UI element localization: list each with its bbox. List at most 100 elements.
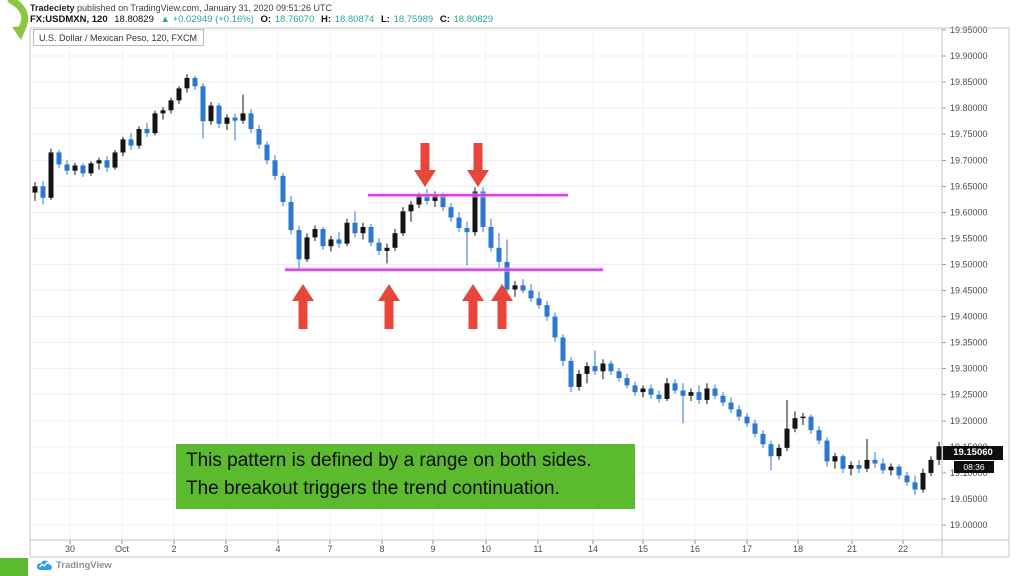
candle-body [64, 164, 70, 171]
candle-body [296, 230, 302, 260]
candle-body [536, 298, 542, 306]
price-axis-label: 19.00000 [950, 520, 988, 530]
candle-body [328, 239, 334, 247]
candle-body [880, 463, 886, 471]
candle-body [256, 129, 262, 145]
candle-body [152, 113, 158, 134]
candle-body [144, 129, 150, 134]
symbol-label: FX:USDMXN, 120 [30, 13, 108, 25]
candle-body [440, 194, 446, 208]
time-axis-label: 14 [588, 544, 598, 554]
candle-body [688, 392, 694, 396]
down-arrow-icon [467, 143, 489, 187]
close-label: C: [439, 13, 450, 25]
time-axis-label: 4 [275, 544, 280, 554]
chart-border [29, 27, 1010, 558]
candle-body [680, 390, 686, 396]
candle-body [312, 229, 318, 238]
candle-body [616, 371, 622, 379]
time-axis-label: 8 [379, 544, 384, 554]
high-value: 18.80874 [334, 13, 375, 25]
candle-body [304, 237, 310, 260]
up-arrow-icon [462, 284, 484, 329]
tradingview-cloud-icon [36, 560, 52, 571]
candle-body [648, 388, 654, 395]
candle-body [904, 475, 910, 483]
candle-body [920, 472, 926, 490]
candle-body [568, 360, 574, 387]
publish-info: Tradeciety published on TradingView.com,… [30, 3, 332, 13]
candle-body [712, 388, 718, 396]
candle-body [352, 222, 358, 234]
candle-body [592, 366, 598, 372]
candle-body [200, 86, 206, 122]
candle-body [408, 204, 414, 212]
candle-body [792, 418, 798, 429]
candle-body [664, 383, 670, 399]
time-axis-label: 30 [65, 544, 75, 554]
candle-body [72, 165, 78, 171]
candle-body [176, 88, 182, 101]
price-axis-label: 19.50000 [950, 259, 988, 269]
low-label: L: [380, 13, 390, 25]
candle-body [288, 201, 294, 231]
candle-body [528, 290, 534, 299]
candle-body [752, 423, 758, 434]
candle-body [56, 152, 62, 165]
up-arrow-icon [491, 284, 513, 329]
annotation-line-2: The breakout triggers the trend continua… [186, 478, 560, 499]
candle-body [224, 117, 230, 124]
time-axis-label: 9 [430, 544, 435, 554]
candle-body [208, 105, 214, 122]
candle-body [832, 456, 838, 462]
candle-body [848, 465, 854, 469]
bar-countdown-badge: 08:36 [954, 461, 994, 473]
candle-body [928, 459, 934, 473]
candle-body [96, 160, 102, 164]
candle-body [80, 165, 86, 174]
candle-body [392, 233, 398, 248]
price-axis-label: 19.85000 [950, 77, 988, 87]
candle-body [888, 466, 894, 471]
candle-body [896, 466, 902, 476]
tradingview-brand-link[interactable]: TradingView [36, 559, 112, 571]
candle-body [384, 247, 390, 251]
candle-body [40, 186, 46, 198]
time-axis-label: 2 [171, 544, 176, 554]
candle-body [128, 139, 134, 146]
open-value: 18.76070 [274, 13, 315, 25]
candle-body [184, 77, 190, 89]
candle-body [416, 195, 422, 205]
candle-body [872, 459, 878, 464]
time-axis-label: 15 [638, 544, 648, 554]
publish-text: published on TradingView.com, January 31… [77, 3, 333, 13]
candle-body [160, 110, 166, 114]
candle-body [760, 433, 766, 445]
last-price-badge: 19.15060 [943, 446, 1003, 460]
candle-body [776, 447, 782, 457]
candle-body [264, 144, 270, 161]
candle-body [360, 226, 366, 234]
candle-body [456, 217, 462, 228]
candle-body [240, 113, 246, 121]
candle-body [728, 402, 734, 410]
candle-body [432, 194, 438, 201]
candle-body [512, 285, 518, 290]
price-axis-label: 19.05000 [950, 494, 988, 504]
candle-body [272, 160, 278, 176]
candle-body [560, 337, 566, 361]
high-label: H: [321, 13, 332, 25]
time-axis-label: 16 [690, 544, 700, 554]
candle-body [768, 444, 774, 457]
candle-body [496, 247, 502, 262]
candle-body [136, 129, 142, 146]
candle-body [488, 226, 494, 248]
candle-body [552, 316, 558, 338]
price-axis-label: 19.90000 [950, 51, 988, 61]
candle-body [520, 285, 526, 291]
candle-body [88, 163, 94, 174]
candle-body [856, 465, 862, 469]
candle-body [112, 152, 118, 168]
candle-body [576, 373, 582, 387]
